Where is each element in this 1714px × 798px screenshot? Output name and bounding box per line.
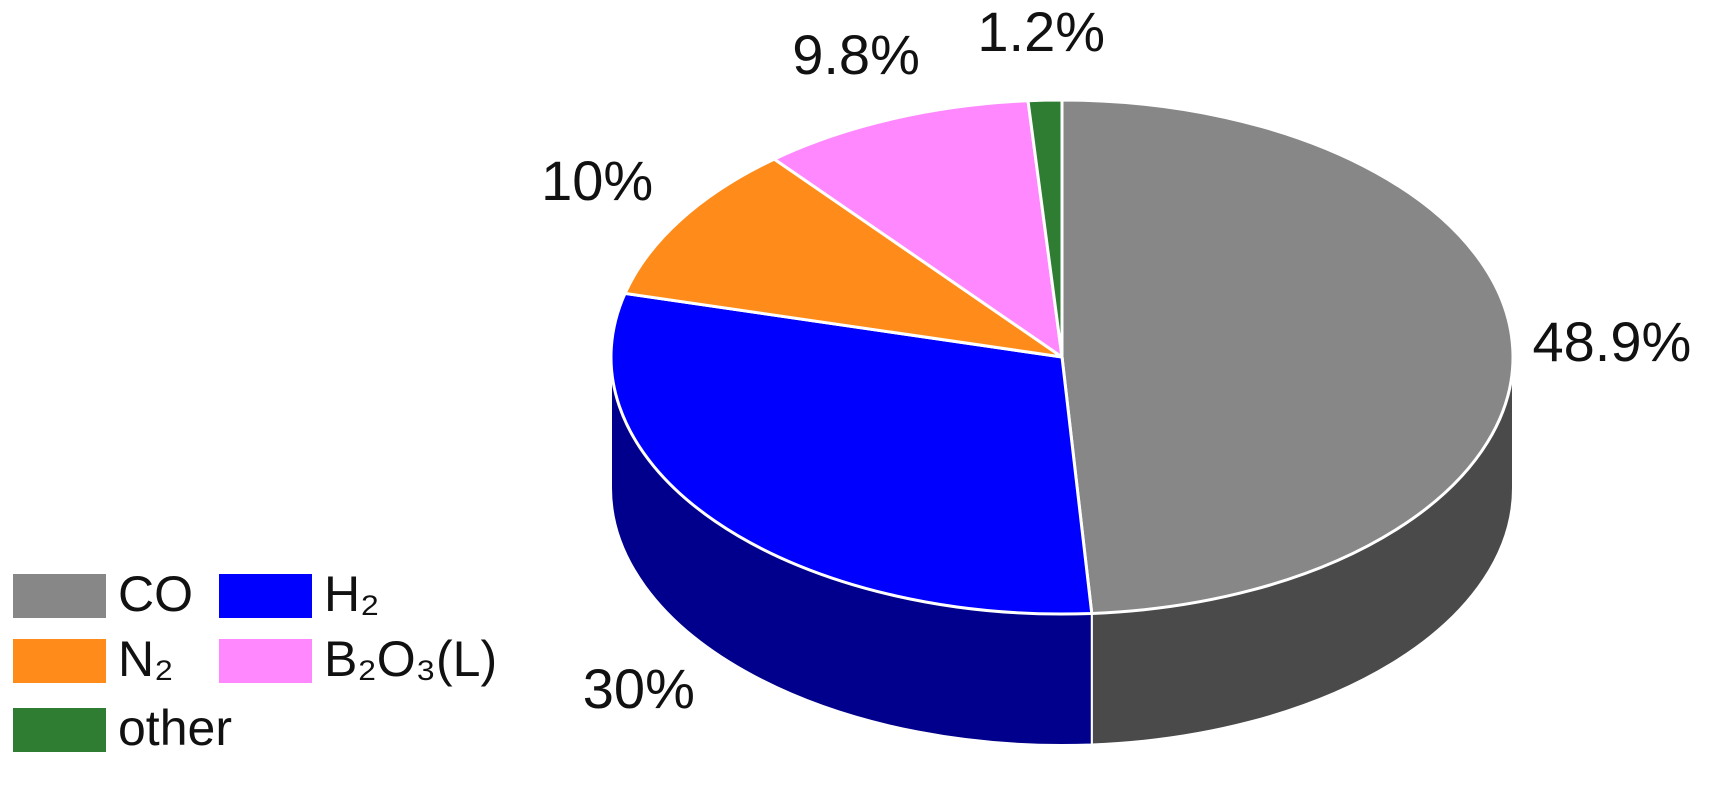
slice: [1060, 98, 1515, 615]
legend-label: other: [118, 700, 232, 756]
legend-swatch: [13, 708, 106, 752]
legend-label: CO: [118, 566, 193, 622]
data-label: 48.9%: [1533, 310, 1692, 373]
slice: [1026, 98, 1064, 358]
legend-swatch: [219, 574, 312, 618]
data-label: 9.8%: [792, 23, 920, 86]
data-label: 10%: [541, 149, 653, 212]
legend-label: B₂O₃(L): [324, 631, 497, 687]
legend-swatch: [13, 574, 106, 618]
slice: [609, 291, 1094, 616]
slice: [622, 157, 1063, 359]
data-label: 30%: [583, 657, 695, 720]
legend-label: N₂: [118, 631, 174, 687]
legend-label: H₂: [324, 566, 380, 622]
data-label: 1.2%: [977, 0, 1105, 63]
legend-swatch: [219, 639, 312, 683]
slice: [771, 99, 1064, 361]
legend-swatch: [13, 639, 106, 683]
